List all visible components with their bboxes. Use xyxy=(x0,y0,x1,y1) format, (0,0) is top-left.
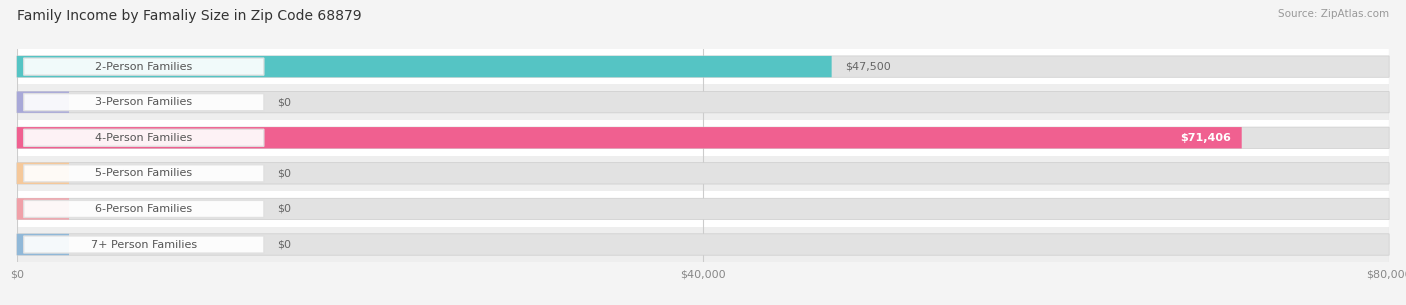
Text: $47,500: $47,500 xyxy=(845,62,891,72)
Text: 4-Person Families: 4-Person Families xyxy=(96,133,193,143)
Text: 2-Person Families: 2-Person Families xyxy=(96,62,193,72)
Text: Family Income by Famaliy Size in Zip Code 68879: Family Income by Famaliy Size in Zip Cod… xyxy=(17,9,361,23)
Text: $0: $0 xyxy=(277,97,291,107)
FancyBboxPatch shape xyxy=(17,163,69,184)
Bar xyxy=(17,156,1389,191)
Text: 7+ Person Families: 7+ Person Families xyxy=(91,239,197,249)
Bar xyxy=(17,120,1389,156)
Text: 6-Person Families: 6-Person Families xyxy=(96,204,193,214)
FancyBboxPatch shape xyxy=(24,165,264,182)
FancyBboxPatch shape xyxy=(17,127,1389,149)
FancyBboxPatch shape xyxy=(17,92,69,113)
Bar xyxy=(17,84,1389,120)
Bar xyxy=(17,49,1389,84)
FancyBboxPatch shape xyxy=(17,198,69,220)
FancyBboxPatch shape xyxy=(24,94,264,111)
FancyBboxPatch shape xyxy=(24,200,264,217)
Text: $71,406: $71,406 xyxy=(1180,133,1230,143)
FancyBboxPatch shape xyxy=(24,236,264,253)
Bar xyxy=(17,227,1389,262)
FancyBboxPatch shape xyxy=(17,198,1389,220)
FancyBboxPatch shape xyxy=(17,56,832,77)
Bar xyxy=(17,191,1389,227)
FancyBboxPatch shape xyxy=(17,56,1389,77)
FancyBboxPatch shape xyxy=(17,127,1241,149)
Text: $0: $0 xyxy=(277,239,291,249)
FancyBboxPatch shape xyxy=(24,129,264,146)
Text: $0: $0 xyxy=(277,204,291,214)
FancyBboxPatch shape xyxy=(17,163,1389,184)
Text: 3-Person Families: 3-Person Families xyxy=(96,97,193,107)
FancyBboxPatch shape xyxy=(17,234,69,255)
FancyBboxPatch shape xyxy=(17,234,1389,255)
FancyBboxPatch shape xyxy=(17,92,1389,113)
Text: $0: $0 xyxy=(277,168,291,178)
Text: Source: ZipAtlas.com: Source: ZipAtlas.com xyxy=(1278,9,1389,19)
FancyBboxPatch shape xyxy=(24,58,264,75)
Text: 5-Person Families: 5-Person Families xyxy=(96,168,193,178)
